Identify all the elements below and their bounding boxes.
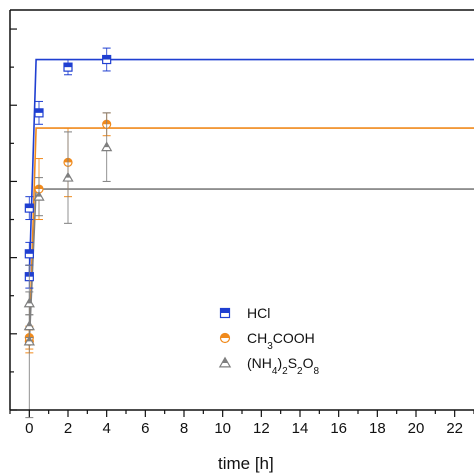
data-point: [24, 203, 34, 213]
data-point: [23, 335, 35, 346]
legend-label: CH3COOH: [247, 330, 315, 352]
legend: HCl CH3COOH (NH4)2S2O8: [218, 305, 319, 377]
fit-lines: [28, 58, 474, 342]
data-point: [34, 108, 44, 118]
data-point: [23, 297, 35, 308]
fit-line-0: [28, 58, 474, 277]
x-tick-label: 0: [25, 420, 33, 437]
legend-marker: [219, 307, 231, 319]
axes: 0 2 4 6 8 10 12 14 16 18 20 22: [9, 9, 474, 437]
x-axis-title: time [h]: [218, 454, 274, 473]
legend-label: HCl: [247, 305, 270, 321]
x-tick-label: 4: [102, 420, 110, 437]
data-point: [62, 171, 74, 182]
legend-label: (NH4)2S2O8: [247, 355, 319, 377]
x-tick-label: 2: [64, 420, 72, 437]
x-tick-label: 8: [180, 420, 188, 437]
x-tick-label: 14: [292, 420, 309, 437]
data-point: [33, 190, 45, 201]
data-point: [23, 320, 35, 331]
data-point: [101, 141, 113, 152]
x-tick-label: 16: [330, 420, 347, 437]
x-tick-label: 20: [408, 420, 425, 437]
x-tick-label: 12: [253, 420, 270, 437]
data-points: [23, 47, 113, 419]
fit-line-1: [28, 127, 474, 342]
data-point: [102, 54, 112, 65]
data-point: [24, 249, 34, 259]
x-tick-label: 22: [446, 420, 463, 437]
x-tick-label: 18: [369, 420, 386, 437]
x-tick-label: 10: [214, 420, 231, 437]
x-tick-label: 6: [141, 420, 149, 437]
legend-marker: [219, 332, 231, 344]
data-point: [63, 62, 73, 72]
legend-marker: [218, 356, 232, 368]
